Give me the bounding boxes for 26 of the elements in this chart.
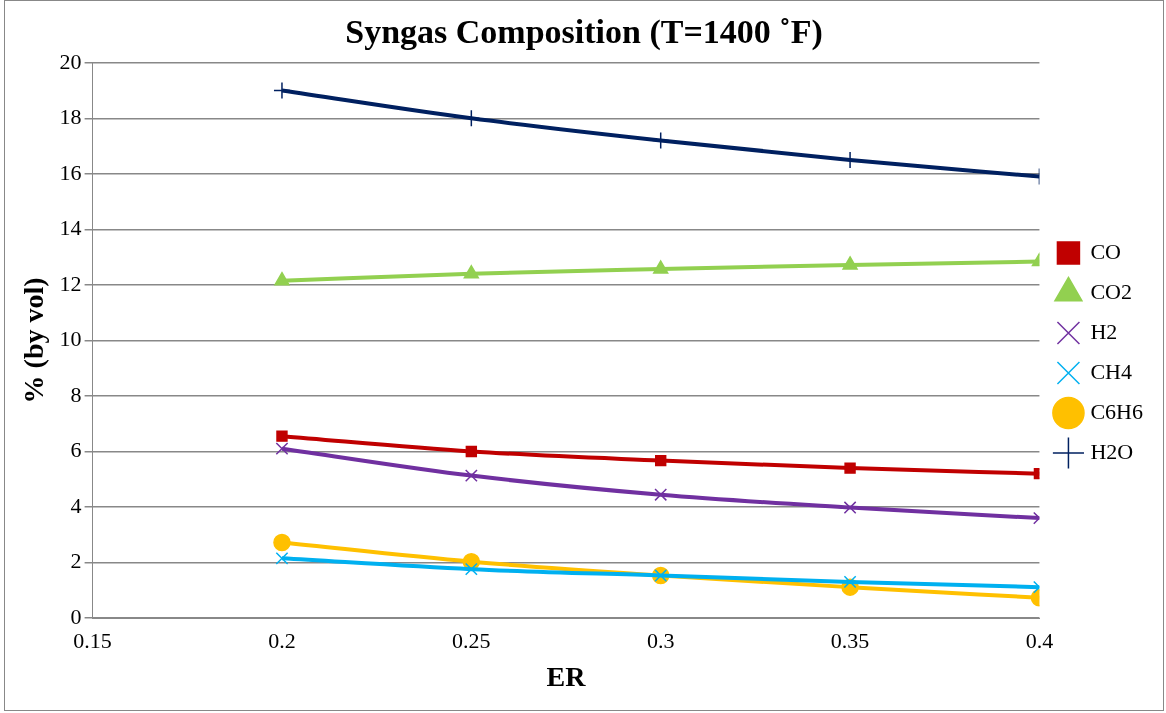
y-tick-label: 4 [70,492,82,518]
legend-label: H2O [1090,438,1134,464]
y-tick-label: 2 [70,548,82,574]
x-tick-label: 0.35 [830,627,870,653]
legend-label: C6H6 [1090,398,1143,424]
y-tick-label: 12 [59,270,82,296]
legend-label: CO [1090,238,1121,264]
x-tick-label: 0.2 [268,627,296,653]
y-tick-label: 18 [59,104,82,130]
legend-label: CO2 [1090,278,1132,304]
legend-label: H2 [1090,318,1118,344]
y-tick-label: 0 [70,603,82,629]
y-tick-label: 16 [59,159,82,185]
x-axis-title: ER [546,661,587,693]
x-tick-label: 0.3 [646,627,675,653]
y-tick-label: 14 [59,215,82,241]
y-tick-label: 20 [59,48,82,74]
y-tick-label: 10 [59,326,82,352]
y-tick-label: 6 [70,437,82,463]
chart-title: Syngas Composition (T=1400 ˚F) [345,13,823,52]
y-axis-title: % (by vol) [18,277,50,404]
x-tick-label: 0.25 [452,627,491,653]
x-tick-label: 0.15 [73,627,112,653]
y-tick-label: 8 [70,381,82,407]
x-tick-label: 0.4 [1025,627,1054,653]
legend-label: CH4 [1090,358,1132,384]
